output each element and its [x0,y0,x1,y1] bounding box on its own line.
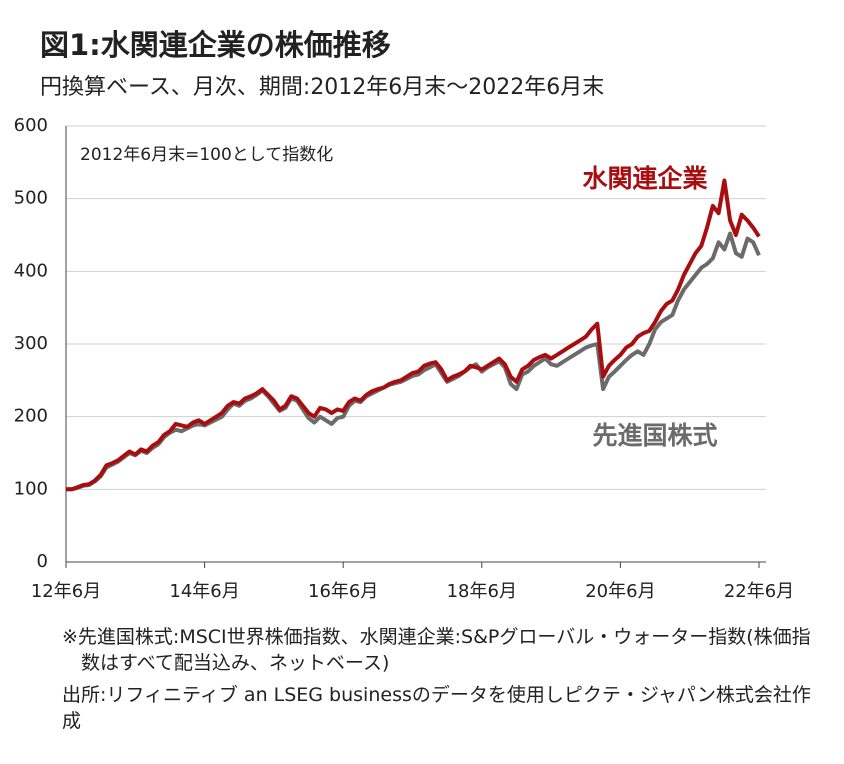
y-tick-label: 600 [14,115,48,136]
x-tick-label: 20年6月 [585,581,655,602]
y-tick-label: 400 [14,260,48,281]
annotation: 2012年6月末=100として指数化 [80,145,333,165]
chart: 図1:水関連企業の株価推移 円換算ベース、月次、期間:2012年6月末～2022… [14,28,795,602]
x-tick-label: 16年6月 [308,581,378,602]
x-tick-label: 12年6月 [31,581,101,602]
y-tick-label: 300 [14,333,48,354]
note: ※先進国株式:MSCI世界株価指数、水関連企業:S&Pグローバル・ウォーター指数… [62,626,811,674]
x-tick-label: 18年6月 [447,581,517,602]
y-tick-label: 100 [14,478,48,499]
series-label: 水関連企業 [582,164,707,193]
y-tick-label: 500 [14,188,48,209]
chart-subtitle: 円換算ベース、月次、期間:2012年6月末～2022年6月末 [40,75,604,100]
notes: ※先進国株式:MSCI世界株価指数、水関連企業:S&Pグローバル・ウォーター指数… [62,624,822,740]
x-tick-label: 14年6月 [169,581,239,602]
series-line [66,231,761,492]
series-label: 先進国株式 [592,421,717,450]
series-line [66,178,761,492]
y-tick-label: 0 [37,551,48,572]
chart-title: 図1:水関連企業の株価推移 [40,28,391,62]
y-tick-label: 200 [14,406,48,427]
source-note: 出所:リフィニティブ an LSEG businessのデータを使用しピクテ・ジ… [62,684,811,732]
x-tick-label: 22年6月 [724,581,794,602]
